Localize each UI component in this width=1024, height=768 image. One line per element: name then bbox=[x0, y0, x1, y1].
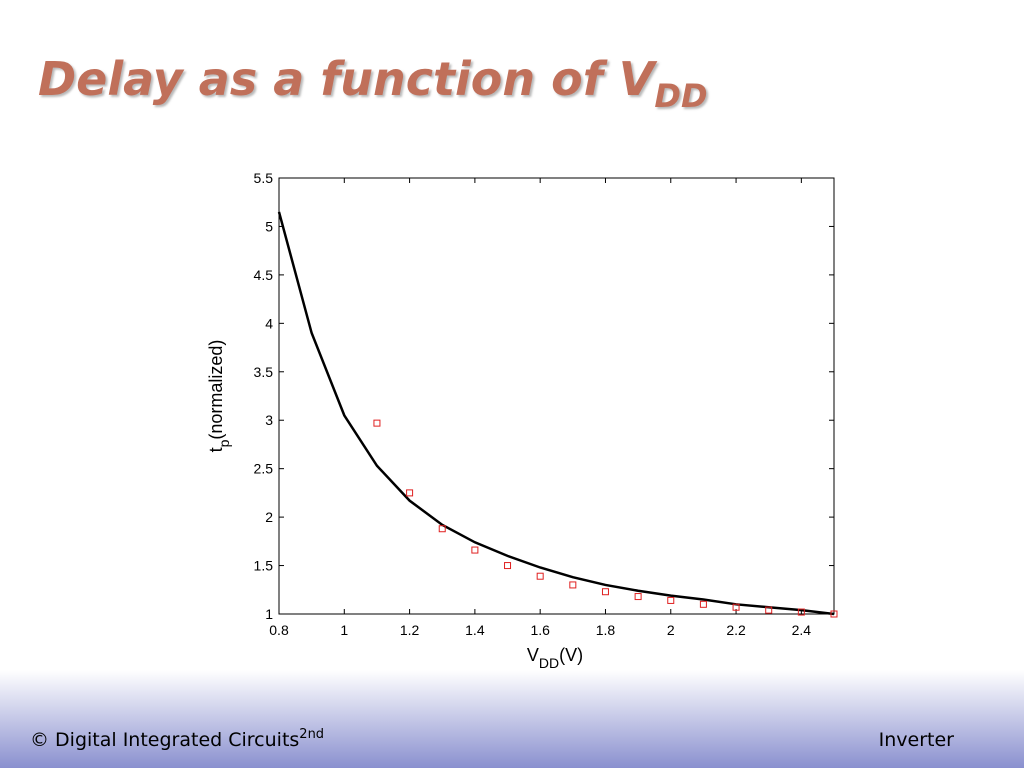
slide-title: Delay as a function of VDD bbox=[38, 52, 708, 115]
x-label-subscript: DD bbox=[539, 655, 559, 671]
data-point bbox=[765, 606, 773, 614]
x-label-text: V bbox=[527, 645, 539, 665]
data-point bbox=[667, 596, 675, 604]
footer-left-text: © Digital Integrated Circuits bbox=[30, 729, 299, 751]
x-tick-label: 1.6 bbox=[530, 622, 550, 638]
chart: 11.522.533.544.555.50.8 1 1.2 1.4 1.6 1.8 2 2.2… bbox=[206, 170, 838, 671]
footer-right: Inverter bbox=[879, 729, 955, 751]
y-tick-label: 2 bbox=[265, 509, 273, 525]
y-tick-label: 1 bbox=[265, 606, 273, 622]
y-label-suffix: (normalized) bbox=[206, 340, 226, 440]
data-point bbox=[373, 419, 381, 427]
y-label-subscript: p bbox=[216, 439, 232, 447]
data-point bbox=[634, 593, 642, 601]
footer-left: © Digital Integrated Circuits2nd bbox=[30, 727, 324, 751]
plot-frame bbox=[278, 177, 835, 615]
footer-superscript: 2nd bbox=[299, 727, 324, 742]
data-point bbox=[732, 603, 740, 611]
data-point bbox=[536, 572, 544, 580]
data-point bbox=[438, 525, 446, 533]
y-tick-label: 5 bbox=[265, 218, 273, 234]
y-label-text: t bbox=[206, 447, 226, 452]
y-tick-label: 1.5 bbox=[254, 558, 274, 574]
x-tick-label: 1 bbox=[340, 622, 348, 638]
data-point bbox=[504, 562, 512, 570]
footer-band bbox=[0, 670, 1024, 768]
x-tick-label: 2 bbox=[667, 622, 675, 638]
title-text: Delay as a function of V bbox=[38, 52, 658, 106]
x-tick-label: 0.8 bbox=[269, 622, 289, 638]
y-tick-label: 3.5 bbox=[254, 364, 274, 380]
title-subscript: DD bbox=[654, 77, 707, 115]
data-point bbox=[406, 489, 414, 497]
y-tick-label: 3 bbox=[265, 412, 273, 428]
x-label-suffix: (V) bbox=[559, 645, 583, 665]
data-point bbox=[699, 600, 707, 608]
x-tick-label: 1.2 bbox=[400, 622, 420, 638]
y-axis-label: tp(normalized) bbox=[206, 340, 232, 453]
x-axis-label: VDD(V) bbox=[527, 645, 583, 671]
series-line bbox=[277, 211, 835, 616]
y-tick-label: 4.5 bbox=[254, 267, 274, 283]
data-point bbox=[601, 588, 609, 596]
x-tick-label: 1.8 bbox=[596, 622, 616, 638]
x-tick-label: 2.2 bbox=[726, 622, 746, 638]
data-point bbox=[797, 608, 805, 616]
data-point bbox=[471, 546, 479, 554]
y-tick-label: 5.5 bbox=[254, 170, 274, 186]
x-tick-label: 1.4 bbox=[465, 622, 485, 638]
data-point bbox=[569, 581, 577, 589]
y-tick-label: 2.5 bbox=[254, 461, 274, 477]
data-point bbox=[830, 610, 838, 618]
x-tick-label: 2.4 bbox=[792, 622, 812, 638]
y-tick-label: 4 bbox=[265, 315, 273, 331]
